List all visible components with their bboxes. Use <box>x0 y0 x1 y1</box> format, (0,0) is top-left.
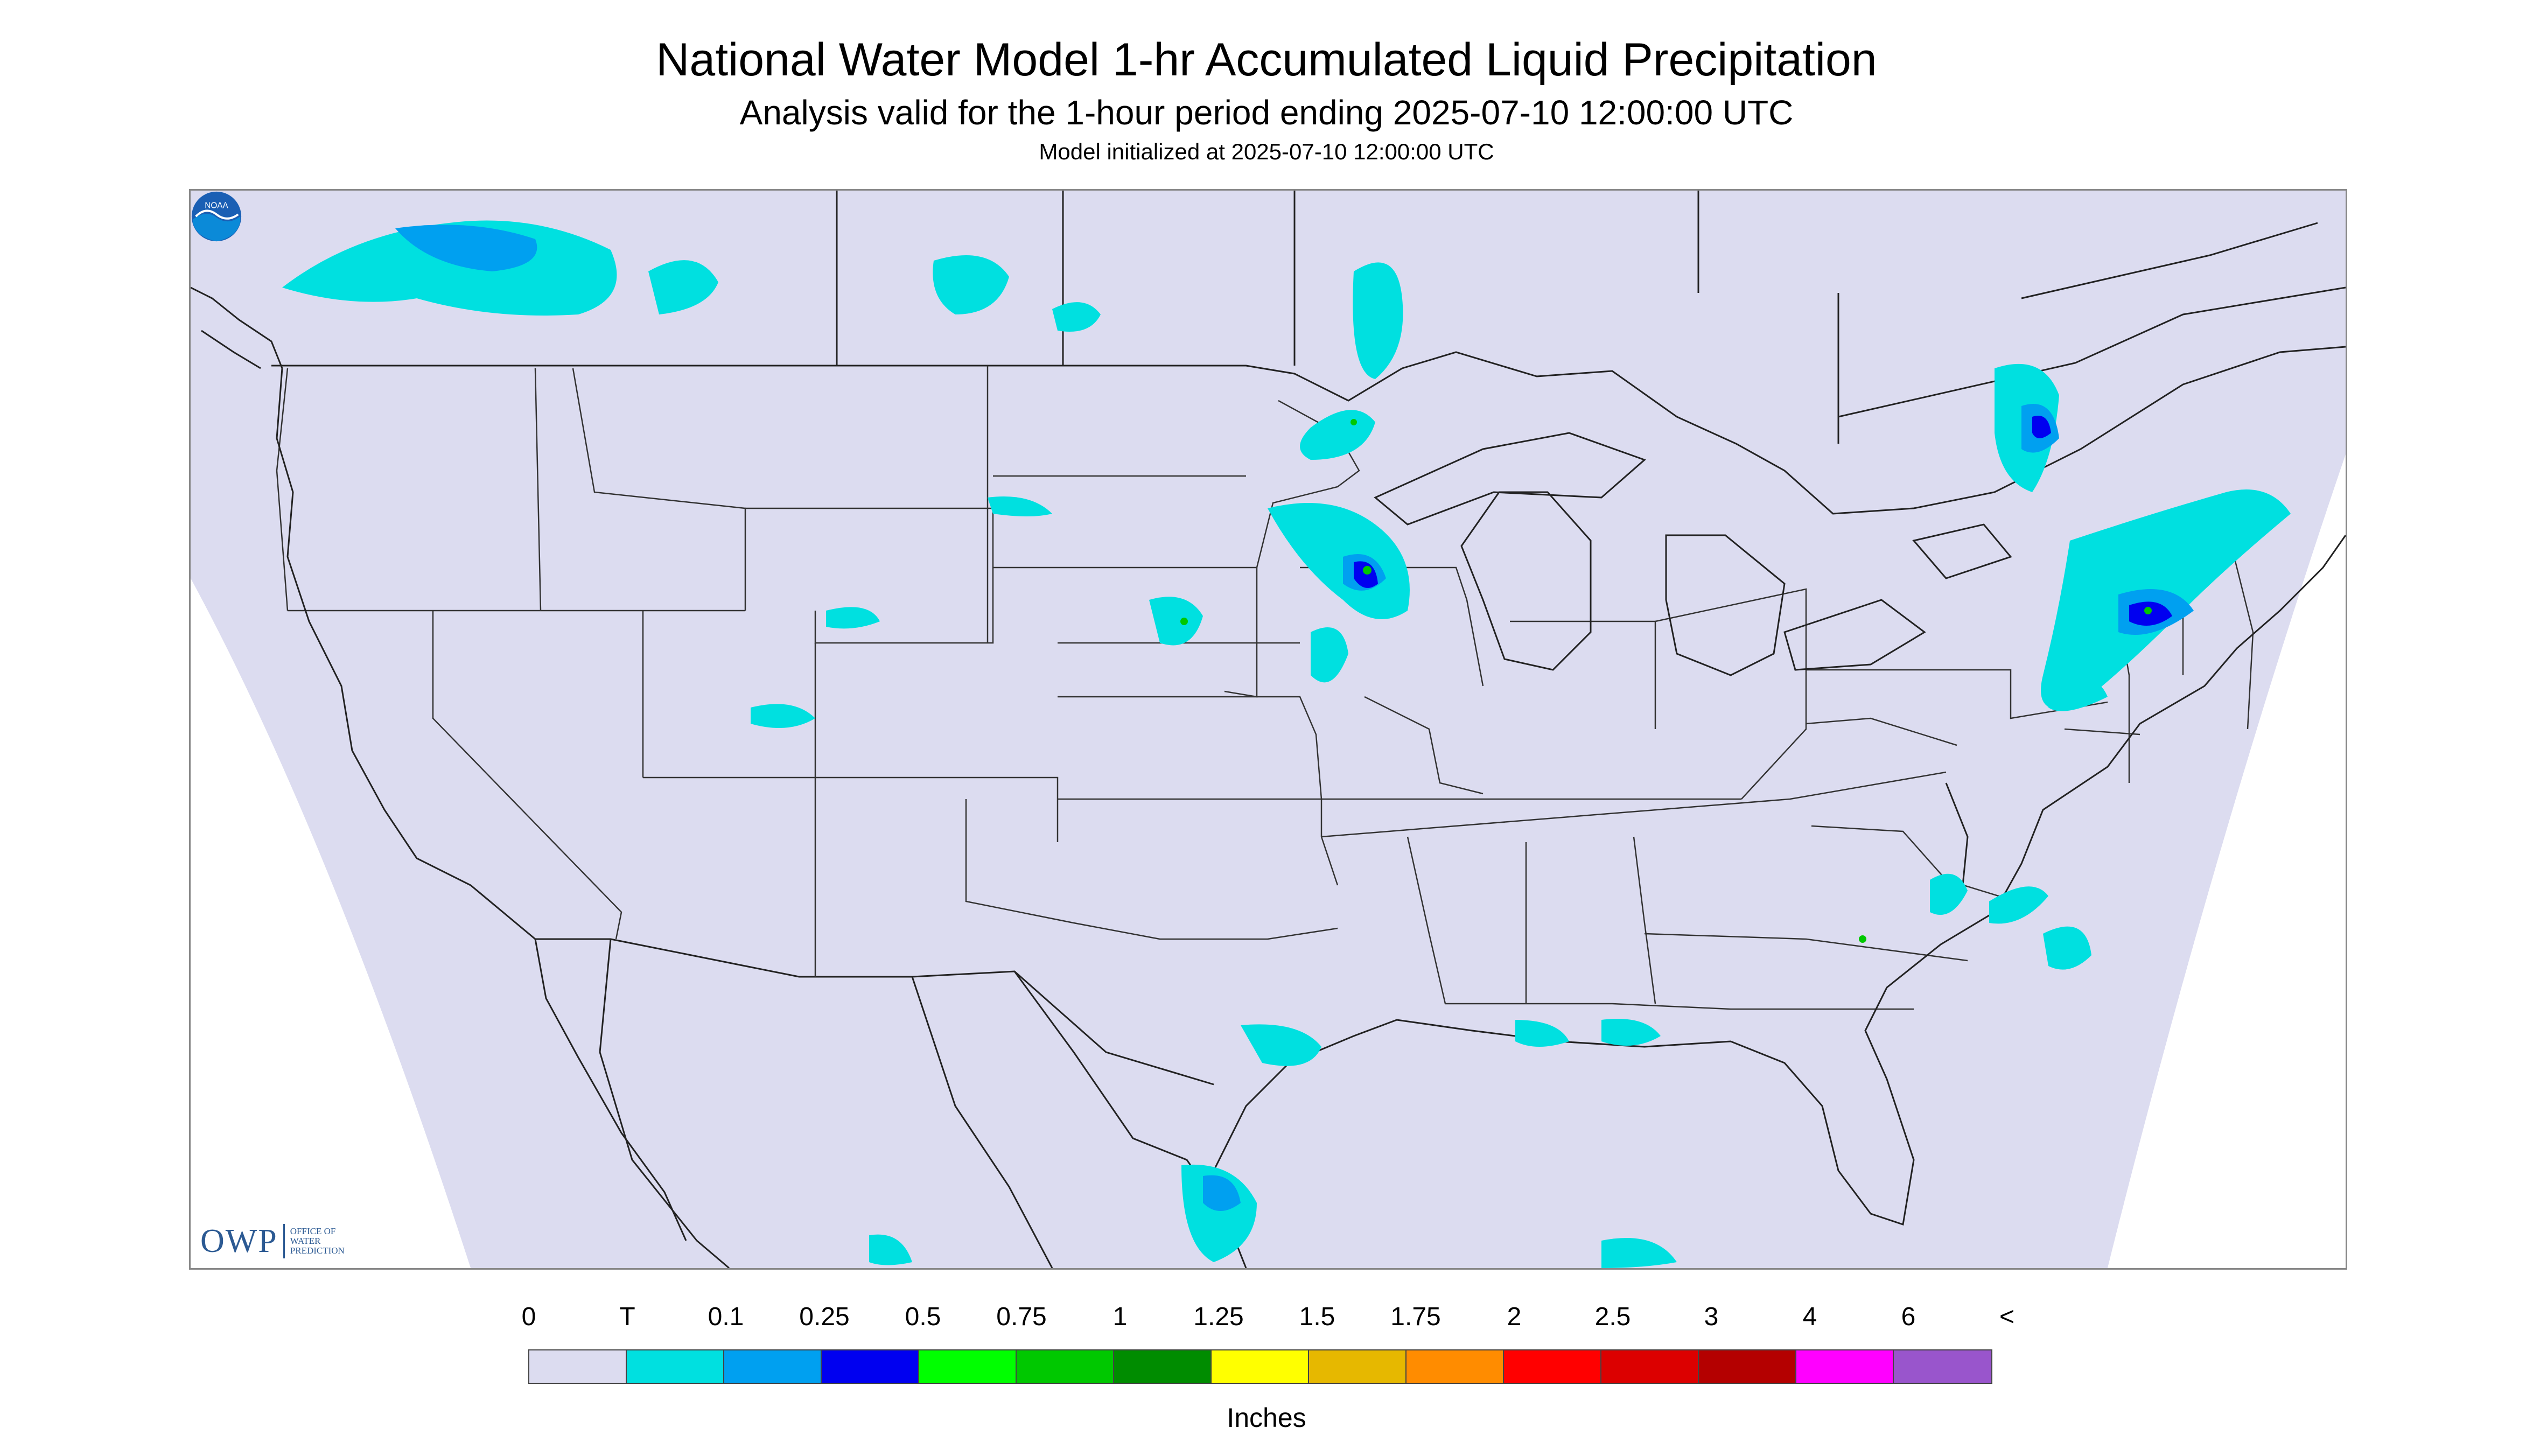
precip-moderate <box>1354 416 2172 626</box>
model-init-text: Model initialized at 2025-07-10 12:00:00… <box>1039 139 1494 164</box>
legend-label-3: 0.25 <box>799 1303 850 1331</box>
owp-logo-line1: OFFICE OF <box>290 1226 336 1236</box>
precip-heavy <box>1180 419 2152 943</box>
noaa-logo-text: NOAA <box>205 201 228 211</box>
legend-swatch-14 <box>1894 1350 1991 1383</box>
outside-domain-left <box>191 578 471 1268</box>
legend-label-14: 6 <box>1901 1303 1916 1331</box>
legend-swatch-7 <box>1212 1350 1309 1383</box>
legend-swatch-2 <box>724 1350 822 1383</box>
precipitation-map: OWP OFFICE OF WATER PREDICTION NOAA <box>189 189 2347 1270</box>
noaa-logo-icon: NOAA <box>191 191 242 242</box>
country-borders <box>271 191 2346 1268</box>
legend-swatch-10 <box>1504 1350 1601 1383</box>
legend-label-4: 0.5 <box>905 1303 941 1331</box>
owp-logo: OWP OFFICE OF WATER PREDICTION <box>200 1220 345 1263</box>
legend-swatch-0 <box>529 1350 627 1383</box>
legend-label-12: 3 <box>1704 1303 1719 1331</box>
legend-label-7: 1.25 <box>1193 1303 1244 1331</box>
owp-logo-divider <box>283 1224 285 1258</box>
map-svg <box>191 191 2346 1268</box>
owp-logo-text: OFFICE OF WATER PREDICTION <box>290 1227 345 1256</box>
owp-logo-mark: OWP <box>200 1222 278 1259</box>
chart-title: National Water Model 1-hr Accumulated Li… <box>656 34 1877 86</box>
owp-logo-line2: WATER <box>290 1236 321 1246</box>
legend-label-15: < <box>1999 1303 2015 1331</box>
legend-label-11: 2.5 <box>1594 1303 1631 1331</box>
legend-swatch-5 <box>1017 1350 1114 1383</box>
legend-swatch-4 <box>919 1350 1017 1383</box>
legend-swatch-3 <box>822 1350 919 1383</box>
legend-label-13: 4 <box>1802 1303 1817 1331</box>
owp-logo-line3: PREDICTION <box>290 1245 345 1256</box>
legend-units: Inches <box>1227 1403 1306 1433</box>
legend-colorbar <box>528 1349 1992 1384</box>
legend-swatch-8 <box>1309 1350 1407 1383</box>
legend-labels: 0 T 0.1 0.25 0.5 0.75 1 1.25 1.5 1.75 2 2.5 3 4 6 < <box>0 1302 2533 1340</box>
legend-swatch-12 <box>1699 1350 1796 1383</box>
legend-label-0: 0 <box>521 1303 536 1331</box>
model-domain <box>191 191 2346 1268</box>
legend-swatch-1 <box>627 1350 724 1383</box>
pacific-northwest-coast <box>191 286 283 369</box>
legend-swatch-13 <box>1796 1350 1894 1383</box>
legend-label-1: T <box>619 1303 635 1331</box>
legend-label-6: 1 <box>1112 1303 1128 1331</box>
legend-label-8: 1.5 <box>1299 1303 1335 1331</box>
legend-swatch-9 <box>1407 1350 1504 1383</box>
outside-domain-right <box>2108 454 2346 1268</box>
chart-subtitle: Analysis valid for the 1-hour period end… <box>739 93 1794 132</box>
legend-label-2: 0.1 <box>708 1303 744 1331</box>
legend-label-9: 1.75 <box>1390 1303 1441 1331</box>
legend-swatch-11 <box>1601 1350 1699 1383</box>
coastlines <box>276 368 2346 1241</box>
legend-swatch-6 <box>1114 1350 1212 1383</box>
legend-label-10: 2 <box>1507 1303 1522 1331</box>
legend-label-5: 0.75 <box>996 1303 1047 1331</box>
